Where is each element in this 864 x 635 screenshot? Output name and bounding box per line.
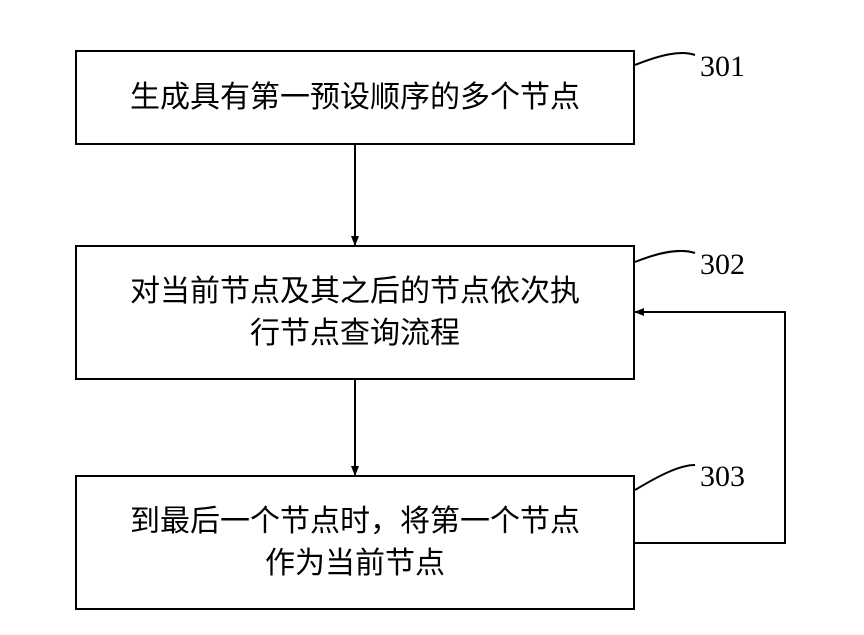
flow-node-3-line2: 作为当前节点 xyxy=(265,547,445,580)
flow-node-3: 到最后一个节点时，将第一个节点 作为当前节点 xyxy=(75,475,635,610)
flow-node-1-text: 生成具有第一预设顺序的多个节点 xyxy=(130,77,580,119)
callout-curve-1 xyxy=(635,53,695,65)
flow-node-1: 生成具有第一预设顺序的多个节点 xyxy=(75,50,635,145)
callout-curve-3 xyxy=(635,465,695,490)
flow-node-2-line2: 行节点查询流程 xyxy=(250,317,460,350)
callout-curve-2 xyxy=(635,251,695,262)
flow-node-3-text: 到最后一个节点时，将第一个节点 作为当前节点 xyxy=(130,501,580,585)
flow-node-3-label: 303 xyxy=(700,460,745,494)
flow-node-2-label: 302 xyxy=(700,248,745,282)
flow-node-1-label: 301 xyxy=(700,50,745,84)
flow-node-2-line1: 对当前节点及其之后的节点依次执 xyxy=(130,275,580,308)
edge-3-back-to-2 xyxy=(635,312,785,543)
flow-node-2-text: 对当前节点及其之后的节点依次执 行节点查询流程 xyxy=(130,271,580,355)
flow-node-2: 对当前节点及其之后的节点依次执 行节点查询流程 xyxy=(75,245,635,380)
flow-node-3-line1: 到最后一个节点时，将第一个节点 xyxy=(130,505,580,538)
